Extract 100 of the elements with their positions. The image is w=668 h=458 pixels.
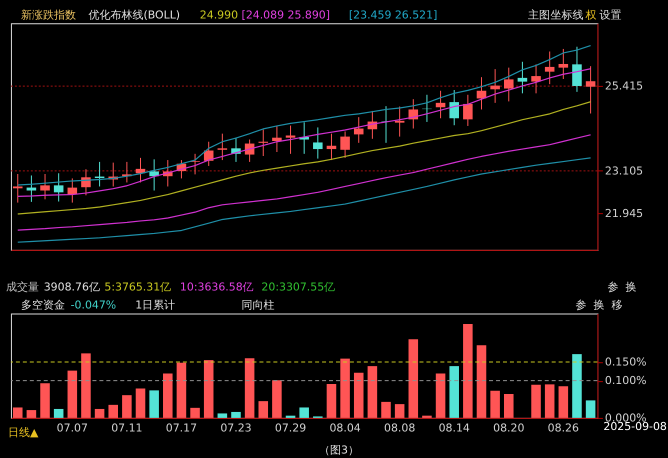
candlestick xyxy=(313,126,323,160)
y-tick-label: 0.150% xyxy=(604,355,647,368)
candlestick xyxy=(558,48,568,80)
text: 新涨跌指数 xyxy=(20,8,76,22)
text: 24.990 xyxy=(200,8,238,22)
y-tick-label: 21.945 xyxy=(604,206,644,220)
candlestick xyxy=(190,153,200,175)
text: 成交量 xyxy=(6,280,39,294)
bar xyxy=(340,358,350,418)
bar xyxy=(504,394,514,418)
text: （图3） xyxy=(318,444,359,457)
text: 日线▲ xyxy=(8,426,39,439)
x-tick-label: 07.07 xyxy=(56,421,88,434)
text: 5:3765.31亿 xyxy=(104,280,172,294)
bar xyxy=(381,402,391,418)
candlestick xyxy=(94,161,104,187)
text: 权 xyxy=(584,8,596,22)
bar xyxy=(12,407,23,418)
text: 20:3307.55亿 xyxy=(261,280,336,294)
text: 参 xyxy=(576,298,587,312)
candlestick xyxy=(504,67,514,102)
text: 1日累计 xyxy=(135,298,176,312)
bar xyxy=(436,374,446,418)
bar xyxy=(231,412,241,418)
candlestick xyxy=(258,129,268,157)
x-tick-label: 07.23 xyxy=(220,421,252,434)
x-tick-label: 07.17 xyxy=(166,421,198,434)
candlestick xyxy=(572,46,582,92)
x-tick-label: 08.26 xyxy=(548,421,579,434)
text: 设置 xyxy=(599,8,622,22)
text: 10:3636.58亿 xyxy=(180,280,254,294)
candlestick xyxy=(40,174,50,200)
text: 主图 xyxy=(528,8,550,22)
text: 坐标线 xyxy=(550,8,584,22)
x-tick-label: 08.20 xyxy=(493,421,524,434)
bar xyxy=(94,408,104,418)
bar xyxy=(204,360,214,418)
text: 换 xyxy=(593,298,604,312)
bar xyxy=(572,354,582,418)
text: -0.047% xyxy=(70,298,116,312)
text: 多空资金 xyxy=(20,298,65,312)
bar xyxy=(299,407,309,418)
text: 参 xyxy=(607,280,618,294)
x-tick-label: 08.14 xyxy=(438,421,470,434)
candlestick xyxy=(340,130,350,158)
candlestick xyxy=(54,172,64,202)
candlestick xyxy=(436,90,446,119)
bar xyxy=(394,404,404,418)
bar xyxy=(26,410,36,418)
bar xyxy=(586,400,596,418)
bar xyxy=(408,339,418,418)
y-tick-label: 0.100% xyxy=(604,374,647,388)
bar xyxy=(476,345,486,418)
bar xyxy=(149,390,159,418)
x-tick-label: 08.04 xyxy=(329,421,361,434)
candlestick xyxy=(422,94,432,122)
y-tick-label: 25.415 xyxy=(604,80,644,93)
bar xyxy=(108,404,118,418)
bar xyxy=(258,401,268,418)
candlestick xyxy=(272,125,282,152)
bar xyxy=(558,386,568,418)
bar xyxy=(354,372,364,418)
candlestick xyxy=(531,64,541,94)
text: 优化布林线(BOLL) xyxy=(88,8,180,22)
bar xyxy=(463,324,473,418)
x-tick-label: 08.08 xyxy=(384,421,416,434)
candlestick xyxy=(326,133,336,161)
candlestick xyxy=(204,141,214,166)
bar xyxy=(163,374,173,418)
candlestick xyxy=(68,178,78,204)
line-series xyxy=(17,134,592,231)
candlestick xyxy=(490,68,500,104)
text: 3908.76亿 xyxy=(44,280,100,294)
bar xyxy=(531,384,541,418)
bar xyxy=(368,366,378,418)
bar xyxy=(449,366,459,418)
text: [24.089 25.890] xyxy=(242,8,330,22)
y-tick-label: 23.105 xyxy=(604,164,644,178)
candlestick xyxy=(449,90,459,126)
bar xyxy=(176,362,186,418)
bar xyxy=(68,370,78,418)
text: 同向柱 xyxy=(242,298,275,312)
bar xyxy=(544,384,554,418)
candlestick xyxy=(476,76,486,110)
bar xyxy=(244,358,254,418)
text: 移 xyxy=(611,298,622,312)
candlestick xyxy=(26,174,36,202)
bar xyxy=(272,380,282,418)
text: 换 xyxy=(625,280,636,294)
candlestick xyxy=(12,174,23,204)
bar xyxy=(54,408,64,418)
bar xyxy=(81,353,91,418)
candlestick xyxy=(354,116,364,144)
bar xyxy=(122,395,132,418)
candlestick xyxy=(544,51,554,85)
text: [23.459 26.521] xyxy=(348,8,438,22)
bar xyxy=(218,413,228,418)
candlestick xyxy=(218,133,228,161)
bar xyxy=(136,388,146,418)
bar xyxy=(326,384,336,418)
